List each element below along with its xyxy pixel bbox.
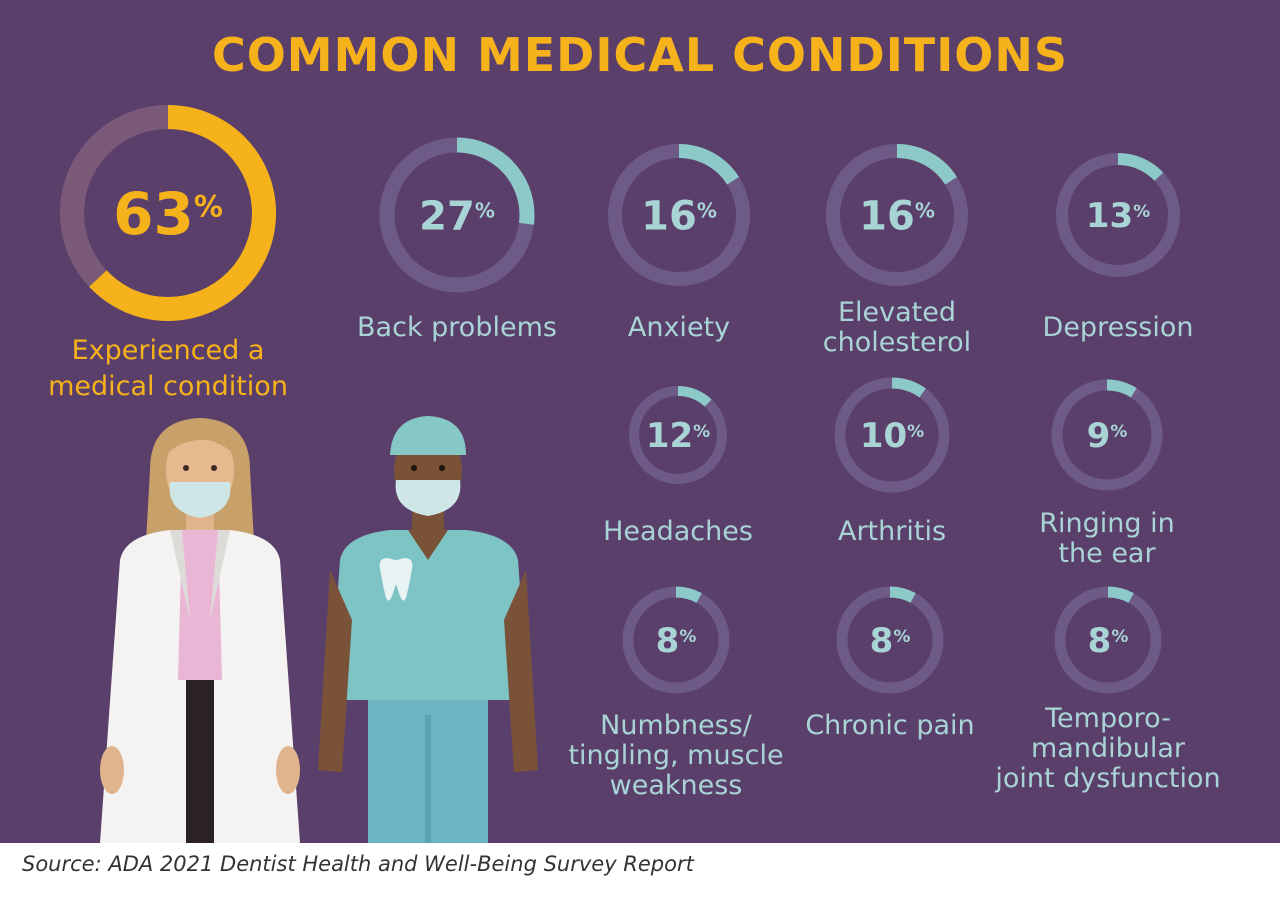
category-label: Elevated cholesterol — [823, 297, 971, 358]
category-label: Temporo-mandibular joint dysfunction — [994, 703, 1220, 794]
category-label-line: Chronic pain — [805, 710, 974, 741]
ring-arc — [1054, 586, 1162, 694]
value-label: 16% — [859, 193, 935, 239]
category-label-line: Anxiety — [628, 312, 730, 343]
category-label-line: cholesterol — [823, 327, 971, 358]
value-unit: % — [1111, 627, 1128, 647]
value-unit: % — [194, 189, 223, 223]
category-donut — [629, 386, 727, 484]
value-unit: % — [697, 198, 717, 222]
highlight-donut — [60, 105, 276, 321]
category-label-line: the ear — [1058, 538, 1156, 569]
value-number: 16 — [641, 193, 697, 239]
category-label-line: Back problems — [357, 312, 557, 343]
category-label: Arthritis — [838, 516, 946, 547]
category-label: Chronic pain — [805, 710, 974, 741]
category-label-line: tingling, muscle — [568, 740, 783, 771]
category-label-line: Temporo- — [1044, 703, 1171, 734]
category-label: Anxiety — [628, 312, 730, 343]
value-label: 13% — [1086, 196, 1150, 236]
category-label-line: joint dysfunction — [994, 763, 1220, 794]
category-label: Ringing in the ear — [1039, 508, 1174, 569]
value-label: 9% — [1087, 416, 1128, 456]
value-label: 8% — [870, 621, 911, 661]
value-label: 12% — [646, 416, 710, 456]
category-label-line: Experienced a — [72, 335, 265, 366]
value-number: 8 — [870, 621, 894, 661]
ring-arc — [836, 586, 944, 694]
value-unit: % — [907, 422, 924, 442]
ring-arc — [379, 137, 535, 293]
value-number: 12 — [646, 416, 693, 456]
category-donut — [1056, 153, 1180, 277]
ring-arc — [1051, 379, 1163, 491]
value-number: 8 — [1088, 621, 1112, 661]
value-label: 8% — [656, 621, 697, 661]
value-unit: % — [475, 198, 495, 222]
value-number: 10 — [860, 416, 907, 456]
infographic-panel: COMMON MEDICAL CONDITIONS — [0, 0, 1280, 843]
chart-title: COMMON MEDICAL CONDITIONS — [211, 28, 1069, 82]
value-number: 13 — [1086, 196, 1133, 236]
category-label-line: Ringing in — [1039, 508, 1174, 539]
tooth-icon — [379, 558, 413, 601]
ring-arc — [60, 105, 276, 321]
value-label: 63% — [113, 180, 223, 248]
ring-arc — [1056, 153, 1180, 277]
value-number: 63 — [113, 180, 194, 248]
category-label: Depression — [1043, 312, 1194, 343]
category-donut — [379, 137, 535, 293]
value-label: 8% — [1088, 621, 1129, 661]
category-label: Numbness/tingling, muscle weakness — [568, 710, 783, 801]
ring-arc — [622, 586, 730, 694]
value-label: 10% — [860, 416, 924, 456]
category-label-line: medical condition — [48, 371, 288, 402]
category-label-line: Arthritis — [838, 516, 946, 547]
category-label-line: mandibular — [1031, 733, 1186, 764]
ring-arc — [608, 144, 750, 286]
value-number: 8 — [656, 621, 680, 661]
dentist-in-white-coat-icon — [100, 418, 300, 843]
category-label-line: Elevated — [838, 297, 956, 328]
donut-chart-grid: 63% Experienced a medical condition 27% Back… — [48, 105, 1221, 843]
category-label: Back problems — [357, 312, 557, 343]
value-unit: % — [693, 422, 710, 442]
dental-hygienist-in-scrubs-icon — [318, 416, 538, 843]
category-label-line: Headaches — [603, 516, 753, 547]
value-label: 27% — [419, 193, 495, 239]
value-number: 27 — [419, 193, 475, 239]
category-donut — [836, 586, 944, 694]
value-number: 9 — [1087, 416, 1111, 456]
ring-arc — [826, 144, 968, 286]
value-unit: % — [915, 198, 935, 222]
category-donut — [608, 144, 750, 286]
value-number: 16 — [859, 193, 915, 239]
category-label-line: Depression — [1043, 312, 1194, 343]
category-donut — [1051, 379, 1163, 491]
value-unit: % — [679, 627, 696, 647]
ring-arc — [629, 386, 727, 484]
value-unit: % — [1110, 422, 1127, 442]
value-unit: % — [1133, 202, 1150, 222]
category-label: Experienced a medical condition — [48, 335, 288, 402]
source-caption: Source: ADA 2021 Dentist Health and Well… — [22, 852, 694, 876]
value-label: 16% — [641, 193, 717, 239]
category-label: Headaches — [603, 516, 753, 547]
category-donut — [834, 377, 950, 493]
value-unit: % — [893, 627, 910, 647]
category-donut — [622, 586, 730, 694]
category-label-line: Numbness/ — [600, 710, 753, 741]
ring-arc — [834, 377, 950, 493]
category-label-line: weakness — [610, 770, 743, 801]
category-donut — [1054, 586, 1162, 694]
category-donut — [826, 144, 968, 286]
